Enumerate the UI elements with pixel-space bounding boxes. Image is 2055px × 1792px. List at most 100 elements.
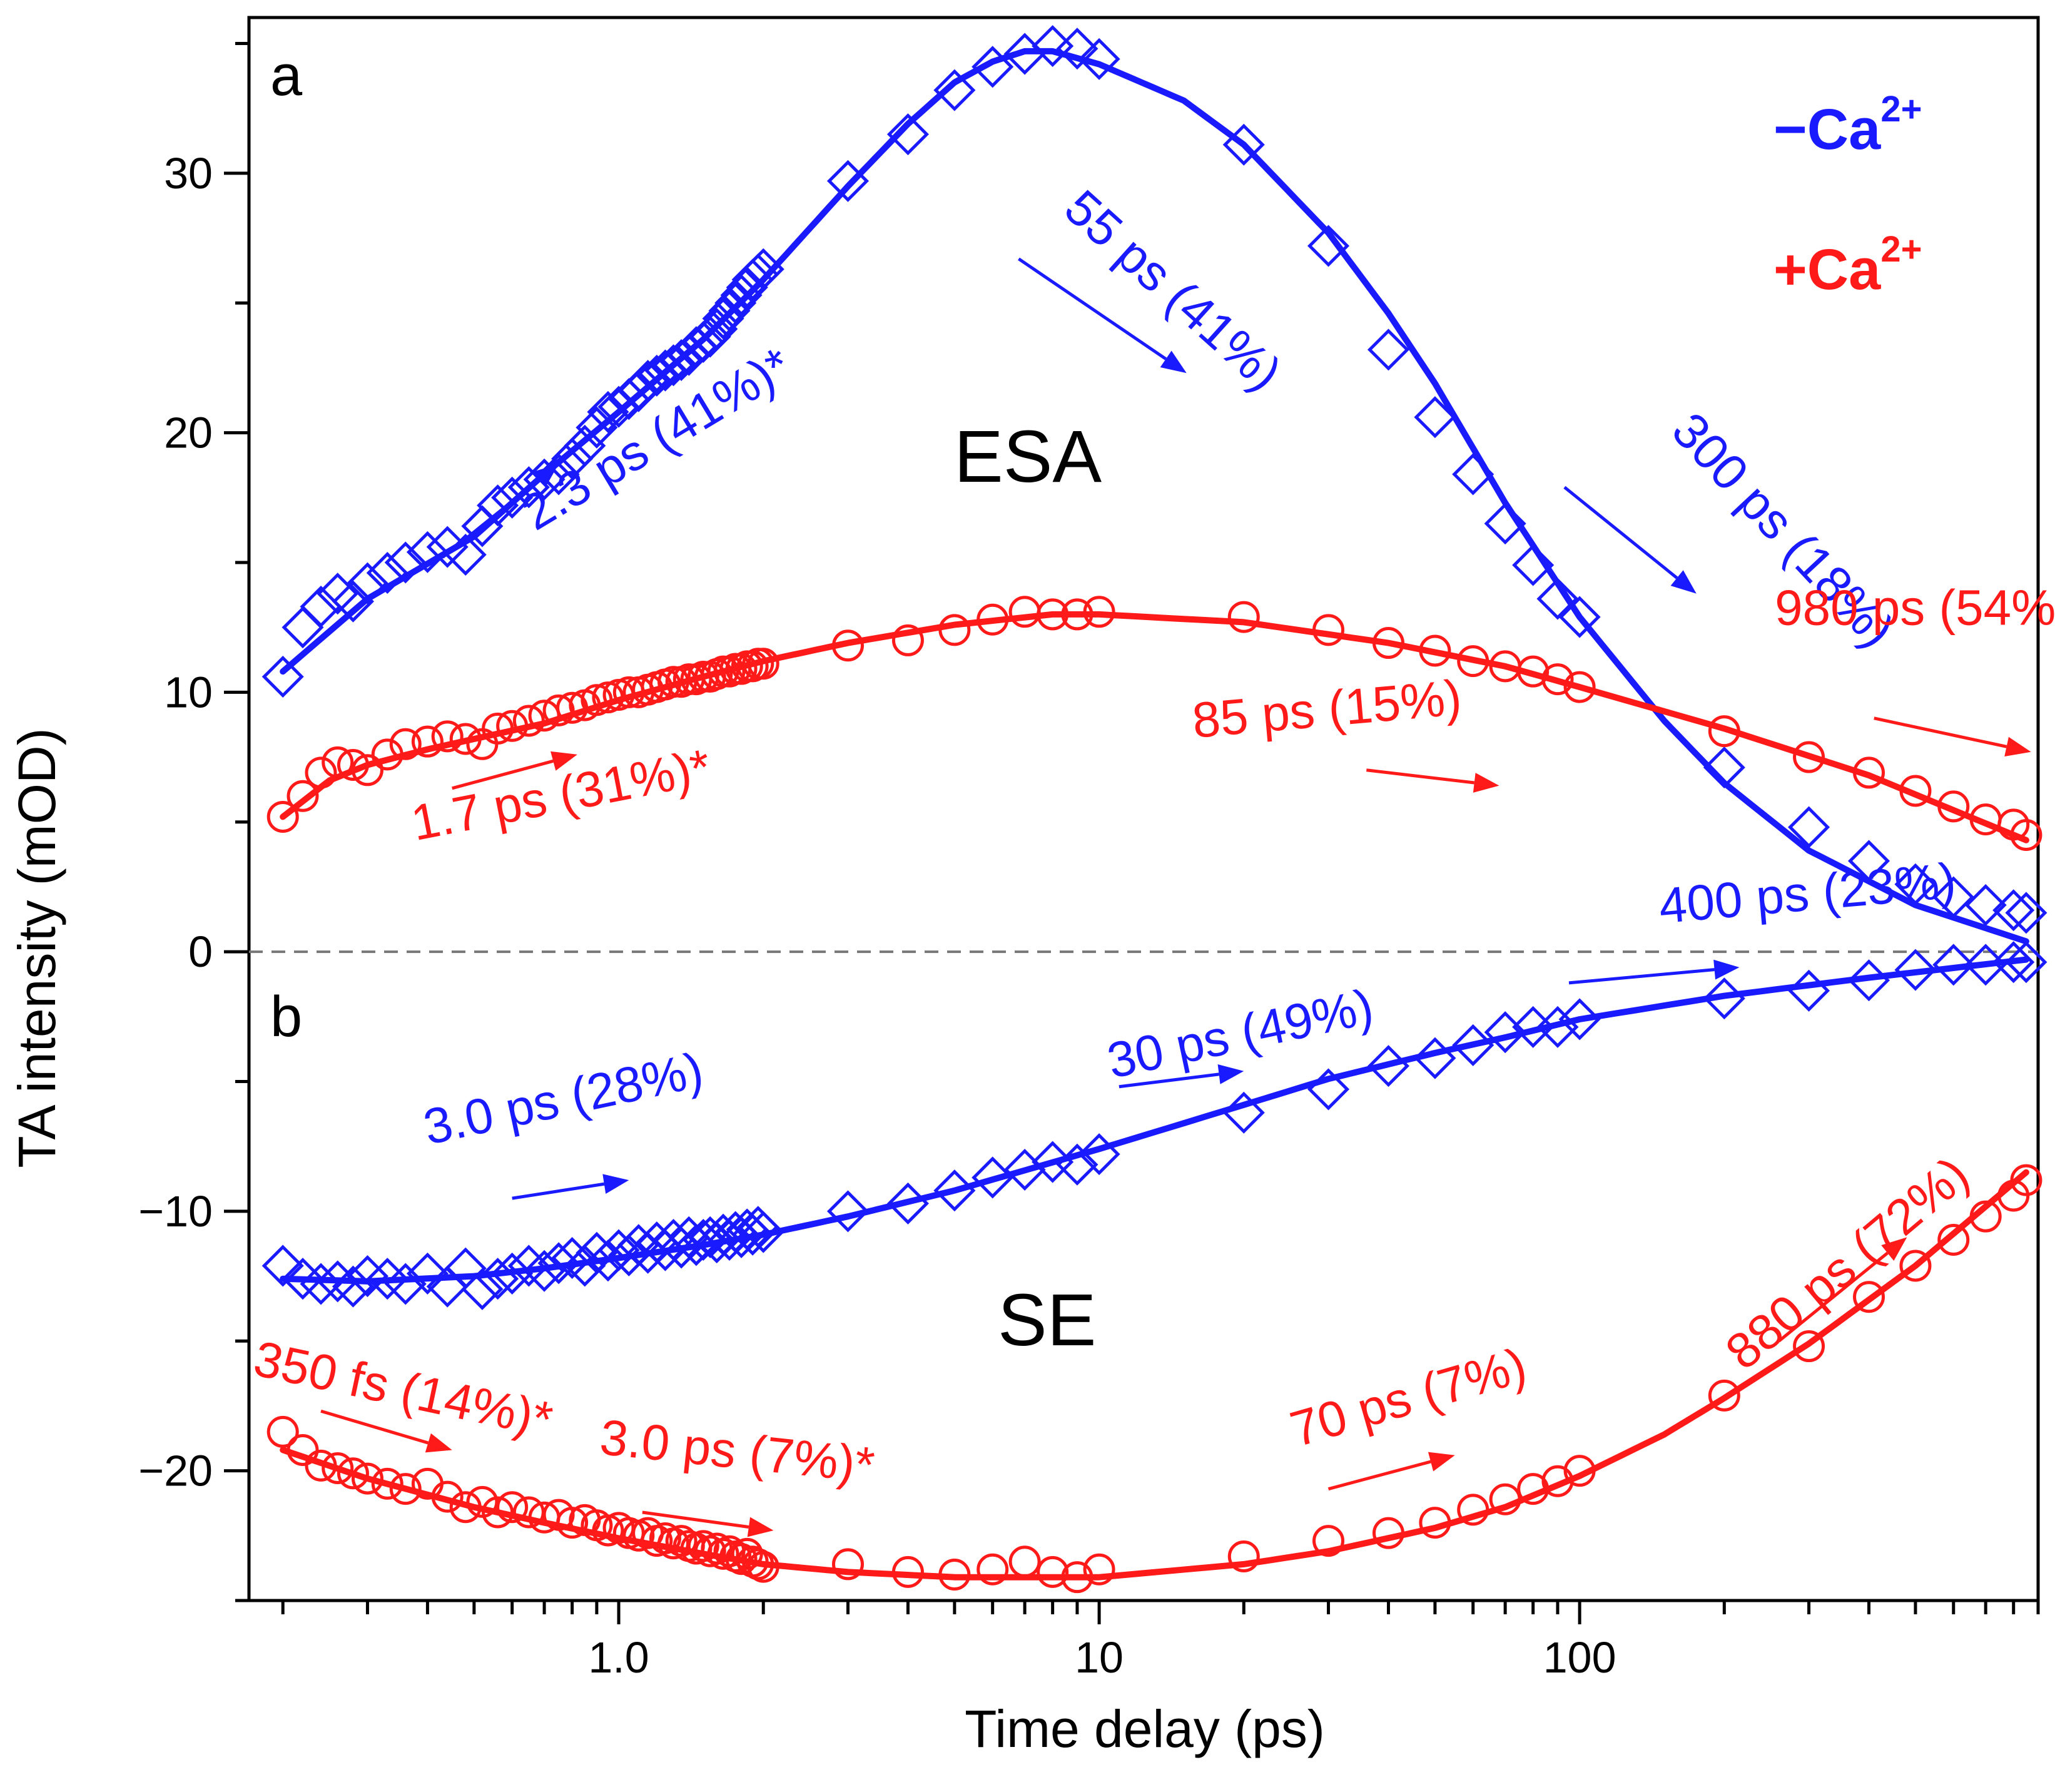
data-point-diamond xyxy=(261,655,304,698)
data-point-circle xyxy=(1457,1494,1489,1526)
data-point-circle xyxy=(482,712,514,745)
data-point-circle xyxy=(1853,1281,1885,1313)
data-point-diamond xyxy=(1484,1011,1526,1054)
legend-minus-ca: −Ca2+ xyxy=(1773,89,1922,161)
fit-curve-se-ca2-fit xyxy=(280,956,2029,1285)
data-point-circle xyxy=(1793,1330,1825,1363)
annotation-arrowhead-880-ps-72 xyxy=(1881,1237,1907,1261)
data-point-circle xyxy=(449,1491,482,1524)
data-point-circle xyxy=(287,780,319,812)
data-point-circle xyxy=(322,746,354,778)
data-point-diamond xyxy=(491,1252,534,1295)
data-point-diamond xyxy=(826,1190,870,1233)
data-point-diamond xyxy=(652,344,695,387)
data-point-circle xyxy=(322,1452,354,1484)
annotation-label-980-ps-54: 980 ps (54%) xyxy=(1775,580,2055,636)
data-point-diamond xyxy=(1932,876,1975,919)
data-point-diamond xyxy=(1536,1005,1579,1048)
data-point-circle xyxy=(1372,1517,1404,1549)
annotation-arrowhead-2-3-ps-41 xyxy=(532,464,559,487)
data-point-diamond xyxy=(564,1245,606,1287)
data-point-circle xyxy=(1708,1379,1740,1412)
data-point-diamond xyxy=(461,1268,504,1310)
annotation-arrow-400-ps-23 xyxy=(1568,968,1715,985)
data-point-circle xyxy=(1083,596,1115,628)
data-point-diamond xyxy=(1452,1024,1494,1066)
data-point-diamond xyxy=(1788,806,1830,848)
data-point-circle xyxy=(1083,1553,1115,1586)
data-point-circle xyxy=(266,1415,299,1448)
data-point-diamond xyxy=(607,1234,650,1276)
data-point-circle xyxy=(1008,596,1041,628)
data-point-diamond xyxy=(384,1263,427,1305)
annotation-label-880-ps-72: 880 ps (72%) xyxy=(1715,1146,1979,1380)
data-point-diamond xyxy=(444,1247,487,1290)
annotation-arrowhead-30-ps-49 xyxy=(1217,1064,1244,1084)
series-esa-ca2 xyxy=(261,25,2047,934)
data-point-circle xyxy=(1008,1545,1041,1578)
data-point-circle xyxy=(305,756,337,789)
data-point-diamond xyxy=(366,552,408,594)
data-point-diamond xyxy=(477,484,519,527)
data-point-circle xyxy=(649,1522,681,1554)
data-point-diamond xyxy=(1452,453,1494,496)
data-point-diamond xyxy=(523,1250,566,1292)
fit-curve-esa-ca2-fit xyxy=(280,48,2029,945)
data-point-circle xyxy=(1937,790,1970,823)
data-point-circle xyxy=(496,710,529,742)
data-point-diamond xyxy=(587,1240,629,1282)
data-point-circle xyxy=(466,1485,499,1518)
data-point-circle xyxy=(665,1525,698,1557)
data-point-circle xyxy=(1312,614,1345,646)
annotation-arrow-2-3-ps-41 xyxy=(441,478,540,559)
data-point-circle xyxy=(747,648,779,680)
data-point-circle xyxy=(831,629,864,662)
data-point-circle xyxy=(542,694,575,726)
data-point-diamond xyxy=(406,1252,449,1295)
data-point-diamond xyxy=(1414,396,1456,439)
annotation-arrow-300-ps-18 xyxy=(1563,486,1678,579)
annotation-arrowhead-3-0-ps-28 xyxy=(602,1174,629,1194)
data-point-circle xyxy=(657,666,690,698)
data-point-diamond xyxy=(1788,969,1830,1012)
data-point-diamond xyxy=(576,406,618,449)
data-point-diamond xyxy=(1484,502,1526,545)
data-point-diamond xyxy=(742,248,784,290)
y-tick-label-20: 20 xyxy=(164,409,213,457)
data-point-diamond xyxy=(1078,38,1120,80)
annotation-label-350-fs-14: 350 fs (14%)* xyxy=(249,1330,557,1448)
data-point-diamond xyxy=(551,1236,594,1280)
y-axis-title: TA intensity (mOD) xyxy=(8,728,66,1168)
data-point-circle xyxy=(389,1473,422,1505)
data-point-diamond xyxy=(886,1182,929,1224)
y-tick-label-10: 10 xyxy=(164,668,213,716)
data-point-circle xyxy=(449,723,482,755)
data-point-diamond xyxy=(742,1211,784,1253)
data-point-diamond xyxy=(261,1245,304,1287)
data-point-diamond xyxy=(384,541,427,584)
data-point-diamond xyxy=(1558,998,1601,1041)
plot-frame xyxy=(247,16,2040,1602)
data-point-diamond xyxy=(636,354,678,397)
data-point-circle xyxy=(2010,818,2042,851)
x-tick-label-1-0: 1.0 xyxy=(588,1633,649,1682)
data-point-diamond xyxy=(1992,941,2035,984)
data-point-circle xyxy=(1372,627,1404,659)
data-point-circle xyxy=(938,1559,971,1591)
data-point-circle xyxy=(351,1462,383,1495)
series-se-ca2 xyxy=(261,941,2047,1310)
annotation-arrowhead-1-7-ps-31 xyxy=(551,751,577,771)
data-point-circle xyxy=(725,1543,758,1576)
annotation-arrowhead-70-ps-7 xyxy=(1428,1452,1455,1472)
series-esa-ca2 xyxy=(266,596,2042,851)
data-point-circle xyxy=(337,748,369,781)
x-axis-title: Time delay (ps) xyxy=(965,1699,1325,1758)
data-point-circle xyxy=(1312,1525,1345,1557)
data-point-circle xyxy=(1969,1200,2002,1233)
data-point-diamond xyxy=(1847,840,1890,882)
data-point-circle xyxy=(1853,756,1885,789)
data-point-diamond xyxy=(507,1245,550,1287)
data-point-diamond xyxy=(1932,944,1975,986)
